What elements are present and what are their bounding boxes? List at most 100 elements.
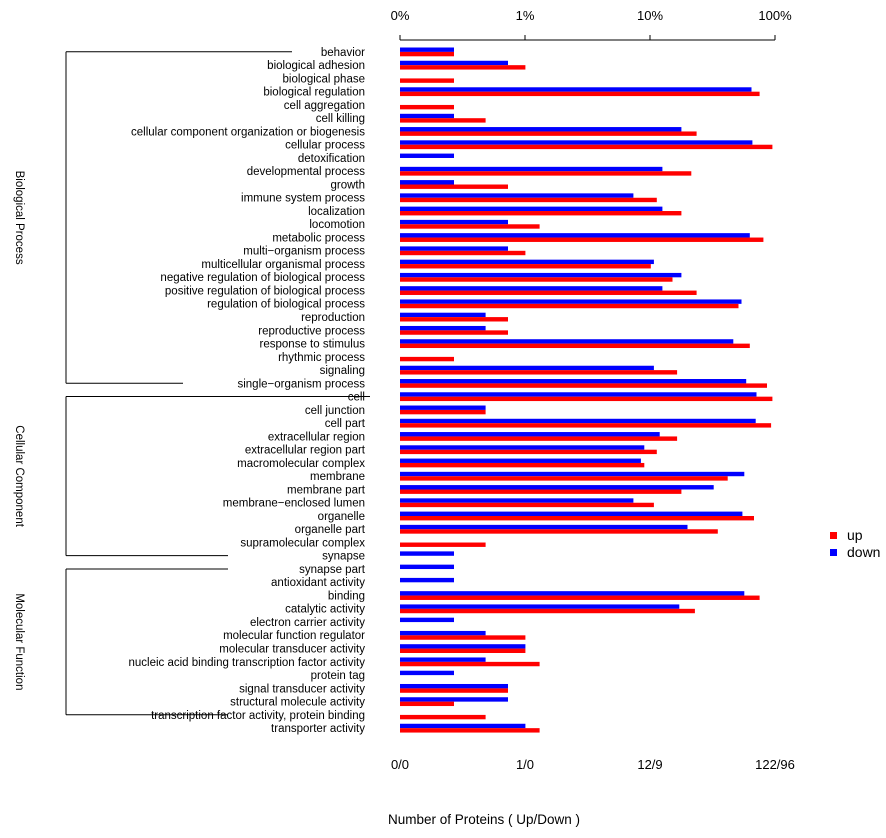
bar-down	[400, 564, 454, 570]
bar-down	[400, 551, 454, 556]
bar-up	[400, 714, 486, 720]
category-label: response to stimulus	[260, 339, 366, 351]
category-label: signal transducer activity	[239, 683, 365, 695]
bar-down	[400, 219, 508, 225]
category-label: cell	[348, 392, 365, 404]
bar-up	[400, 516, 754, 521]
bar-up	[400, 436, 678, 441]
bar-down	[400, 272, 682, 278]
top-axis-tick-label: 1%	[516, 8, 535, 23]
category-label: cellular component organization or bioge…	[131, 126, 365, 138]
category-label: biological phase	[283, 73, 365, 85]
bar-down	[400, 325, 486, 331]
category-label: biological adhesion	[267, 60, 365, 72]
bar-down	[400, 697, 508, 702]
category-label: membrane part	[287, 484, 366, 496]
bar-down	[400, 259, 654, 265]
bar-up	[400, 51, 454, 57]
category-label: cell junction	[305, 405, 365, 417]
category-label: biological regulation	[263, 87, 365, 99]
bar-up	[400, 396, 773, 402]
bar-up	[400, 356, 454, 362]
bar-down	[400, 153, 454, 158]
bar-up	[400, 144, 773, 150]
bar-up	[400, 277, 673, 282]
x-axis-title: Number of Proteins ( Up/Down )	[388, 812, 580, 827]
bar-up	[400, 290, 697, 295]
bar-up	[400, 595, 760, 600]
bar-down	[400, 206, 663, 212]
top-axis-tick-label: 10%	[637, 8, 663, 23]
bar-up	[400, 184, 508, 189]
bar-up	[400, 728, 540, 733]
category-label: protein tag	[311, 670, 365, 682]
legend: up down	[830, 527, 880, 560]
category-label: membrane	[310, 471, 365, 483]
bar-down	[400, 166, 663, 172]
category-label: cellular process	[285, 140, 365, 152]
bar-down	[400, 445, 645, 450]
bar-up	[400, 529, 718, 534]
bar-down	[400, 113, 454, 119]
bar-down	[400, 644, 526, 649]
bar-down	[400, 471, 745, 477]
bar-up	[400, 197, 657, 203]
bar-down	[400, 591, 745, 596]
bottom-axis: 0/0 1/0 12/9 122/96	[391, 757, 795, 772]
bar-up	[400, 423, 772, 428]
category-label: extracellular region part	[245, 445, 366, 457]
bar-up	[400, 635, 526, 640]
bar-down	[400, 140, 753, 145]
bar-down	[400, 193, 634, 198]
bar-up	[400, 383, 767, 388]
legend-up-swatch	[830, 532, 837, 539]
category-label: nucleic acid binding transcription facto…	[128, 657, 365, 669]
bar-up	[400, 648, 526, 653]
bar-down	[400, 87, 752, 92]
bar-down	[400, 233, 750, 238]
bottom-axis-tick-label: 12/9	[637, 757, 662, 772]
category-label: supramolecular complex	[240, 537, 365, 549]
category-label: molecular transducer activity	[219, 644, 365, 656]
bars	[400, 47, 773, 733]
category-label: synapse	[322, 551, 365, 563]
bar-up	[400, 303, 739, 309]
group-label: Biological Process	[13, 171, 25, 265]
category-label: signaling	[320, 365, 365, 377]
bottom-axis-tick-label: 1/0	[516, 757, 534, 772]
bar-up	[400, 330, 508, 335]
category-label: catalytic activity	[285, 604, 365, 616]
bar-up	[400, 489, 682, 494]
bar-up	[400, 370, 678, 375]
bar-up	[400, 462, 645, 468]
top-axis-tick-label: 0%	[391, 8, 410, 23]
bar-down	[400, 312, 486, 318]
bottom-axis-tick-label: 122/96	[755, 757, 795, 772]
bar-down	[400, 604, 680, 609]
bar-down	[400, 630, 486, 636]
bar-up	[400, 476, 728, 481]
bar-up	[400, 317, 508, 322]
bar-up	[400, 65, 526, 70]
bar-up	[400, 264, 651, 269]
bar-down	[400, 392, 757, 397]
bar-down	[400, 127, 682, 132]
category-label: single−organism process	[237, 378, 365, 390]
category-label: binding	[328, 590, 365, 602]
category-label: transcription factor activity, protein b…	[151, 710, 365, 722]
category-label: growth	[330, 179, 365, 191]
category-label: rhythmic process	[278, 352, 365, 364]
category-label: organelle part	[295, 524, 366, 536]
bar-up	[400, 78, 454, 83]
top-axis-tick-label: 100%	[758, 8, 792, 23]
bar-down	[400, 286, 663, 291]
bar-up	[400, 131, 697, 136]
bar-down	[400, 299, 742, 304]
category-label: reproduction	[301, 312, 365, 324]
category-label: structural molecule activity	[230, 697, 365, 709]
bar-down	[400, 498, 634, 503]
bar-up	[400, 449, 657, 455]
group-brackets: Biological Process Cellular Component Mole…	[13, 51, 370, 716]
category-label: reproductive process	[258, 325, 365, 337]
